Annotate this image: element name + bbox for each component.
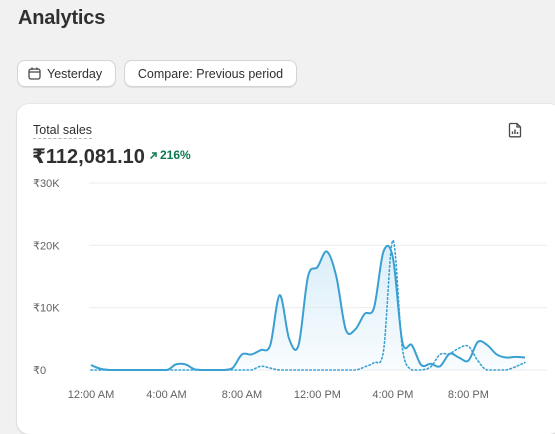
calendar-icon xyxy=(28,67,41,80)
series-line-current xyxy=(90,244,526,371)
x-tick-label: 12:00 AM xyxy=(68,389,114,401)
x-tick-label: 12:00 PM xyxy=(294,389,341,401)
x-tick-label: 8:00 AM xyxy=(222,389,262,401)
metric-change-value: 216% xyxy=(160,148,191,162)
x-tick-label: 8:00 PM xyxy=(448,389,489,401)
x-tick-label: 4:00 AM xyxy=(146,389,186,401)
x-tick-label: 4:00 PM xyxy=(372,389,413,401)
compare-button[interactable]: Compare: Previous period xyxy=(124,60,297,87)
y-tick-label: ₹0 xyxy=(33,365,46,377)
y-tick-label: ₹20K xyxy=(33,240,60,252)
total-sales-card: Total sales ₹112,081.10 216% ₹0 ₹10K ₹20K ₹… xyxy=(17,104,555,434)
metric-value: ₹112,081.10 xyxy=(32,146,145,168)
compare-label: Compare: Previous period xyxy=(137,66,284,81)
report-icon[interactable] xyxy=(508,122,524,140)
page-title: Analytics xyxy=(18,7,106,29)
y-tick-label: ₹30K xyxy=(33,178,60,190)
date-range-label: Yesterday xyxy=(47,66,103,81)
sales-line-chart: ₹0 ₹10K ₹20K ₹30K 12:00 AM 4:00 AM 8:00 AM 12:… xyxy=(33,178,547,401)
metric-change: 216% xyxy=(149,148,191,162)
series-line-comparison xyxy=(90,239,526,371)
y-tick-label: ₹10K xyxy=(33,303,60,315)
arrow-up-right-icon xyxy=(149,151,157,159)
metric-label[interactable]: Total sales xyxy=(33,123,93,139)
series-area xyxy=(91,245,525,370)
date-range-button[interactable]: Yesterday xyxy=(17,60,116,87)
